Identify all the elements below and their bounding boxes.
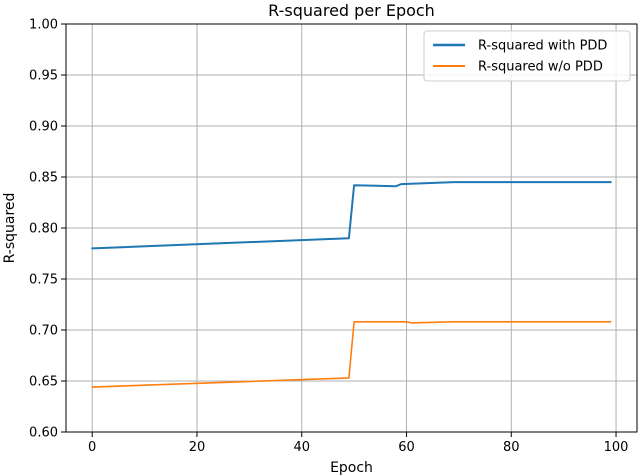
y-tick-label: 0.75 <box>29 273 58 288</box>
y-tick-label: 0.90 <box>29 120 58 135</box>
x-tick-label: 20 <box>189 440 206 455</box>
series-line-without-pdd <box>91 320 612 388</box>
y-tick-label: 0.80 <box>29 222 58 237</box>
legend-box <box>423 30 631 82</box>
y-tick-label: 0.65 <box>29 375 58 390</box>
x-tick-label: 0 <box>88 440 96 455</box>
x-axis-label: Epoch <box>330 460 373 476</box>
y-axis-ticks: 0.60 0.65 0.70 0.75 0.80 0.85 0.90 0.95 1.00 <box>29 18 66 441</box>
x-tick-label: 100 <box>604 440 629 455</box>
legend-label-without-pdd: R-squared w/o PDD <box>478 60 603 75</box>
y-tick-label: 0.70 <box>29 324 58 339</box>
legend-label-with-pdd: R-squared with PDD <box>478 39 607 54</box>
y-axis-label: R-squared <box>2 193 18 264</box>
y-tick-label: 0.95 <box>29 69 58 84</box>
x-tick-label: 60 <box>398 440 415 455</box>
y-tick-label: 0.85 <box>29 171 58 186</box>
y-tick-label: 1.00 <box>29 18 58 33</box>
x-axis-ticks: 0 20 40 60 80 100 <box>88 432 628 455</box>
legend: R-squared with PDD R-squared w/o PDD <box>423 30 631 82</box>
x-tick-label: 40 <box>293 440 310 455</box>
grid <box>66 23 637 433</box>
series-line-with-pdd <box>91 181 612 250</box>
x-tick-label: 80 <box>503 440 520 455</box>
series-lines <box>91 181 612 388</box>
y-tick-label: 0.60 <box>29 426 58 441</box>
chart-title: R-squared per Epoch <box>268 1 435 20</box>
